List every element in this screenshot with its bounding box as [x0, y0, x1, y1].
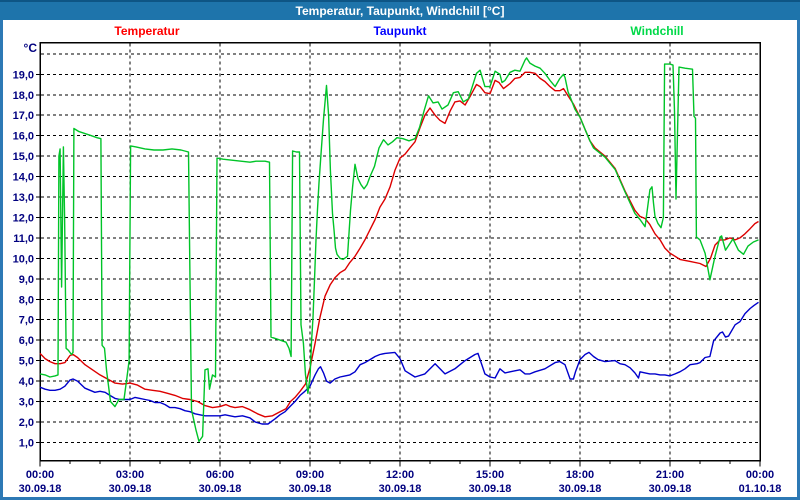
x-tick-date-label: 30.09.18	[469, 483, 512, 495]
x-tick-date-label: 30.09.18	[19, 483, 62, 495]
x-tick-date-label: 30.09.18	[649, 483, 692, 495]
plot-frame	[39, 41, 761, 462]
y-tick-label: 17,0	[13, 110, 34, 122]
y-tick-label: 15,0	[13, 151, 34, 163]
y-tick-label: 18,0	[13, 90, 34, 102]
x-tick-time-label: 12:00	[386, 469, 414, 481]
y-tick-label: 3,0	[19, 397, 34, 409]
y-tick-label: 5,0	[19, 356, 34, 368]
y-tick-label: 12,0	[13, 212, 34, 224]
x-tick-date-label: 01.10.18	[739, 483, 782, 495]
x-tick-time-label: 21:00	[656, 469, 684, 481]
x-tick-time-label: 06:00	[206, 469, 234, 481]
series-windchill-line	[39, 57, 759, 443]
window-title: Temperatur, Taupunkt, Windchill [°C]	[295, 4, 505, 18]
y-tick-label: 13,0	[13, 192, 34, 204]
x-tick-date-label: 30.09.18	[559, 483, 602, 495]
x-tick-time-label: 18:00	[566, 469, 594, 481]
x-tick-date-label: 30.09.18	[199, 483, 242, 495]
y-tick-label: 4,0	[19, 376, 34, 388]
x-tick-time-label: 09:00	[296, 469, 324, 481]
y-tick-label: 14,0	[13, 172, 34, 184]
x-tick-date-label: 30.09.18	[379, 483, 422, 495]
y-tick-label: 19,0	[13, 69, 34, 81]
y-tick-label: 6,0	[19, 335, 34, 347]
y-tick-label: 10,0	[13, 253, 34, 265]
y-tick-label: 7,0	[19, 315, 34, 327]
y-axis-unit-label: °C	[24, 41, 38, 55]
y-tick-label: 9,0	[19, 274, 34, 286]
x-tick-time-label: 00:00	[26, 469, 54, 481]
x-tick-time-label: 00:00	[746, 469, 774, 481]
x-tick-date-label: 30.09.18	[289, 483, 332, 495]
legend-temperatur: Temperatur	[114, 24, 180, 38]
y-tick-label: 11,0	[13, 233, 34, 245]
legend-taupunkt: Taupunkt	[373, 24, 427, 38]
y-tick-label: 2,0	[19, 417, 34, 429]
series-temperatur-line	[39, 71, 759, 418]
legend-windchill: Windchill	[630, 24, 684, 38]
y-tick-label: 1,0	[19, 437, 34, 449]
x-tick-date-label: 30.09.18	[109, 483, 152, 495]
x-tick-time-label: 03:00	[116, 469, 144, 481]
y-tick-label: 16,0	[13, 131, 34, 143]
y-tick-label: 8,0	[19, 294, 34, 306]
title-bar: Temperatur, Taupunkt, Windchill [°C]	[0, 0, 800, 20]
series-taupunkt-line	[39, 301, 759, 425]
x-tick-time-label: 15:00	[476, 469, 504, 481]
